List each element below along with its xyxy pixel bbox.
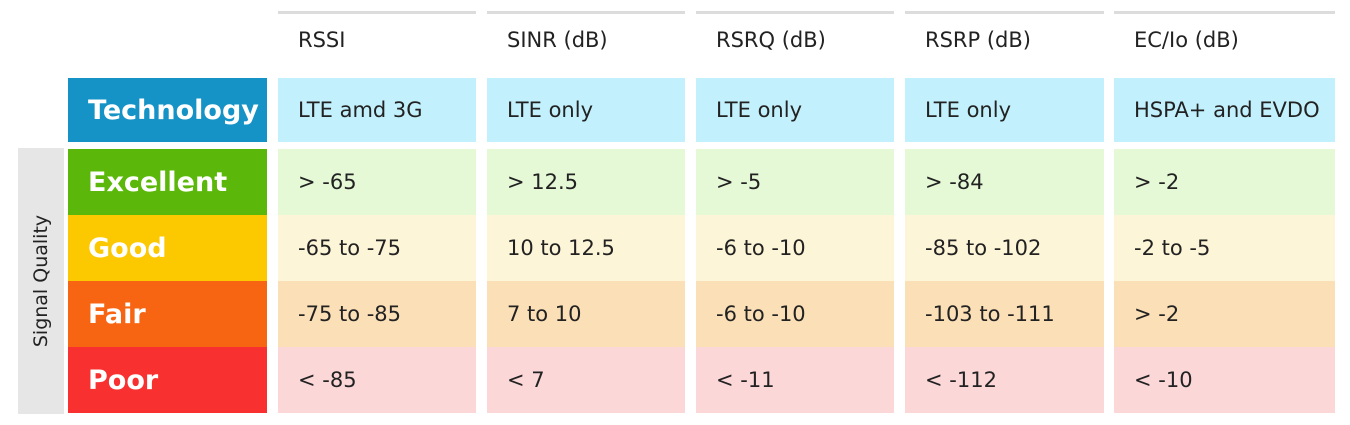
column-header: RSSI bbox=[298, 28, 346, 52]
table-cell: > -2 bbox=[1114, 149, 1335, 215]
table-cell: HSPA+ and EVDO bbox=[1114, 78, 1335, 142]
column-top-rule bbox=[905, 11, 1104, 14]
column-header: RSRQ (dB) bbox=[716, 28, 826, 52]
table-cell: > -84 bbox=[905, 149, 1104, 215]
table-cell: LTE only bbox=[905, 78, 1104, 142]
table-cell: LTE only bbox=[696, 78, 894, 142]
row-label-poor: Poor bbox=[68, 347, 267, 413]
side-label-bar bbox=[18, 148, 64, 414]
column-top-rule bbox=[278, 11, 476, 14]
row-label-technology: Technology bbox=[68, 78, 267, 142]
column-header: EC/Io (dB) bbox=[1134, 28, 1239, 52]
table-cell: LTE amd 3G bbox=[278, 78, 476, 142]
table-cell: < -11 bbox=[696, 347, 894, 413]
column-top-rule bbox=[487, 11, 685, 14]
table-cell: < -85 bbox=[278, 347, 476, 413]
table-cell: LTE only bbox=[487, 78, 685, 142]
table-cell: -103 to -111 bbox=[905, 281, 1104, 347]
table-cell: -6 to -10 bbox=[696, 281, 894, 347]
table-cell: > -2 bbox=[1114, 281, 1335, 347]
table-cell: > -65 bbox=[278, 149, 476, 215]
row-label-excellent: Excellent bbox=[68, 149, 267, 215]
row-label-good: Good bbox=[68, 215, 267, 281]
table-cell: 10 to 12.5 bbox=[487, 215, 685, 281]
side-label: Signal Quality bbox=[30, 214, 52, 348]
table-cell: > 12.5 bbox=[487, 149, 685, 215]
row-label-fair: Fair bbox=[68, 281, 267, 347]
table-cell: -2 to -5 bbox=[1114, 215, 1335, 281]
column-top-rule bbox=[1114, 11, 1335, 14]
column-header: SINR (dB) bbox=[507, 28, 608, 52]
table-cell: -75 to -85 bbox=[278, 281, 476, 347]
table-cell: -6 to -10 bbox=[696, 215, 894, 281]
table-cell: < -10 bbox=[1114, 347, 1335, 413]
table-cell: 7 to 10 bbox=[487, 281, 685, 347]
table-cell: -85 to -102 bbox=[905, 215, 1104, 281]
column-top-rule bbox=[696, 11, 894, 14]
table-cell: < 7 bbox=[487, 347, 685, 413]
column-header: RSRP (dB) bbox=[925, 28, 1031, 52]
table-cell: < -112 bbox=[905, 347, 1104, 413]
table-cell: > -5 bbox=[696, 149, 894, 215]
table-cell: -65 to -75 bbox=[278, 215, 476, 281]
